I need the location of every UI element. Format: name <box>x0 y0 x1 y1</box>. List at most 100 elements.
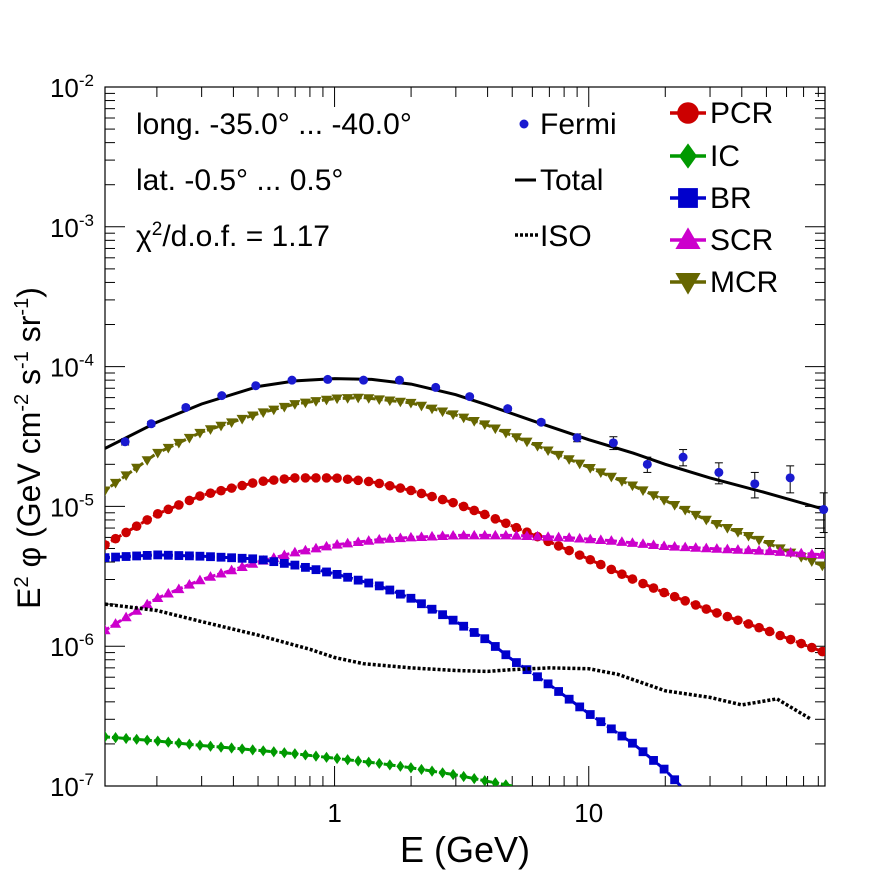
series-marker-mcr <box>331 394 343 405</box>
series-marker-pcr <box>279 474 290 484</box>
series-marker-br <box>606 724 616 734</box>
series-marker-mcr <box>616 477 628 487</box>
series-marker-br <box>596 717 606 727</box>
series-marker-pcr <box>596 559 606 570</box>
series-marker-br <box>301 562 310 572</box>
series-marker-pcr <box>617 569 627 579</box>
series-marker-scr <box>574 532 586 543</box>
series-marker-ic <box>438 767 447 779</box>
series-marker-ic <box>354 755 363 767</box>
series-marker-mcr <box>352 393 364 404</box>
series-marker-mcr <box>679 505 691 516</box>
series-marker-scr <box>679 541 691 552</box>
series-marker-pcr <box>490 514 501 524</box>
fermi-point <box>287 375 297 385</box>
series-marker-br <box>512 658 521 667</box>
series-marker-mcr <box>605 472 617 483</box>
series-marker-scr <box>616 536 628 546</box>
series-marker-ic <box>491 777 500 786</box>
series-marker-scr <box>595 534 607 544</box>
series-marker-pcr <box>268 475 279 485</box>
series-marker-ic <box>132 733 141 745</box>
series-marker-scr <box>320 540 333 551</box>
series-marker-mcr <box>563 455 575 465</box>
series-marker-pcr <box>659 587 669 598</box>
series-marker-br <box>279 558 289 568</box>
series-marker-mcr <box>394 397 406 408</box>
series-marker-mcr <box>120 471 132 481</box>
legend-swatch-marker-br <box>678 188 698 208</box>
series-marker-mcr <box>468 417 480 427</box>
series-line-mcr <box>105 396 825 569</box>
series-marker-scr <box>236 561 248 571</box>
series-marker-pcr <box>754 622 764 633</box>
series-marker-scr <box>542 531 554 541</box>
series-marker-pcr <box>574 550 585 560</box>
series-marker-pcr <box>437 494 448 505</box>
series-marker-scr <box>342 537 354 548</box>
series-marker-pcr <box>163 504 174 515</box>
legend-swatch-marker-scr <box>675 227 701 249</box>
series-marker-mcr <box>363 394 375 404</box>
fermi-point <box>359 375 369 385</box>
series-marker-br <box>374 581 384 591</box>
series-marker-scr <box>742 544 755 555</box>
series-marker-scr <box>373 533 385 544</box>
series-marker-ic <box>111 732 120 744</box>
series-marker-br <box>105 553 110 563</box>
series-marker-pcr <box>448 497 458 508</box>
series-marker-pcr <box>585 554 596 565</box>
series-marker-pcr <box>669 591 680 602</box>
series-marker-scr <box>384 533 396 543</box>
series-marker-mcr <box>320 395 333 406</box>
series-marker-ic <box>143 734 152 746</box>
series-marker-pcr <box>796 638 807 649</box>
series-marker-br <box>448 615 458 625</box>
series-marker-mcr <box>690 510 702 521</box>
series-marker-pcr <box>458 501 469 512</box>
series-marker-ic <box>122 732 131 745</box>
legend-swatch-marker-mcr <box>675 273 701 295</box>
series-marker-br <box>258 555 268 565</box>
series-marker-ic <box>333 752 342 765</box>
series-marker-mcr <box>637 486 649 496</box>
series-marker-br <box>237 553 247 563</box>
series-marker-mcr <box>647 491 660 501</box>
series-marker-br <box>216 552 226 562</box>
series-marker-pcr <box>817 646 825 657</box>
series-marker-ic <box>396 760 405 772</box>
series-marker-ic <box>322 751 331 763</box>
series-marker-mcr <box>225 418 238 428</box>
series-marker-pcr <box>690 600 701 610</box>
series-marker-pcr <box>743 619 754 629</box>
fermi-point <box>785 473 795 483</box>
series-marker-mcr <box>742 531 755 542</box>
series-marker-br <box>417 599 426 609</box>
series-marker-br <box>353 575 363 585</box>
model-curves <box>105 377 825 786</box>
series-marker-pcr <box>226 483 237 493</box>
series-marker-mcr <box>500 428 512 439</box>
fermi-point <box>323 374 333 384</box>
series-marker-mcr <box>711 520 723 530</box>
series-marker-scr <box>162 587 174 598</box>
series-marker-mcr <box>574 459 586 470</box>
series-marker-ic <box>459 770 468 783</box>
legend-scr-label: SCR <box>710 224 773 257</box>
series-marker-scr <box>436 530 449 541</box>
fermi-point <box>678 452 688 462</box>
series-marker-mcr <box>405 398 417 409</box>
series-marker-ic <box>174 737 183 749</box>
series-marker-pcr <box>300 473 311 483</box>
series-marker-scr <box>489 529 501 540</box>
series-marker-br <box>554 687 564 696</box>
series-marker-ic <box>406 762 415 774</box>
legend-swatch-marker-pcr <box>677 102 699 124</box>
fermi-point <box>642 459 652 469</box>
series-marker-scr <box>774 546 786 556</box>
series-line-iso <box>105 602 813 721</box>
fermi-point <box>750 479 760 489</box>
series-marker-pcr <box>247 478 258 488</box>
series-marker-br <box>385 585 395 595</box>
series-marker-scr <box>183 579 195 589</box>
